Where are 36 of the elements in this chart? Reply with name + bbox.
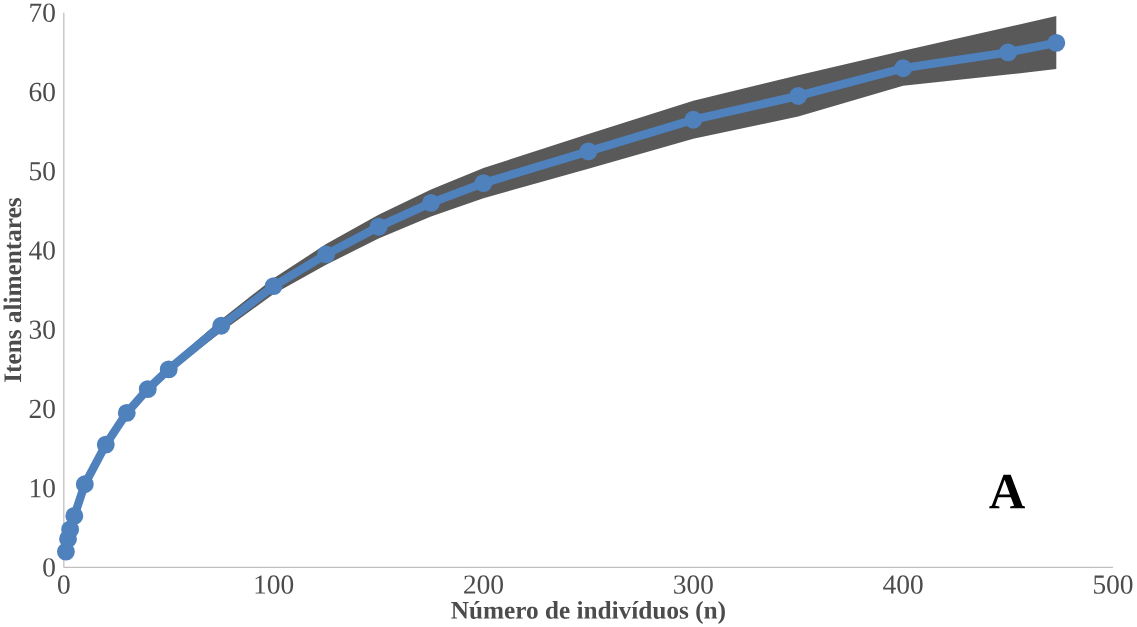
point (75, 475, 94, 493)
point (369, 217, 388, 236)
x-tick-label: 300 (674, 575, 713, 594)
y-tick-label: 30 (29, 320, 55, 339)
point (789, 86, 808, 105)
point (422, 193, 440, 212)
x-tick-label: 400 (883, 575, 923, 594)
y-tick-label: 0 (43, 557, 55, 577)
x-tick-label: 0 (58, 575, 70, 594)
point (212, 316, 231, 335)
point (117, 403, 136, 422)
point (264, 276, 283, 295)
y-tick-label: 10 (30, 478, 55, 498)
point (684, 110, 703, 129)
y-tick-label: 50 (30, 161, 55, 181)
point (999, 43, 1017, 62)
point (138, 379, 157, 398)
point (579, 142, 598, 161)
point (1047, 33, 1066, 52)
point (894, 59, 913, 77)
point (159, 360, 178, 379)
x-tick-label: 200 (464, 575, 503, 594)
x-tick-label: 100 (255, 575, 294, 594)
x-axis-title: Número de indivíduos (n) (451, 600, 725, 624)
y-tick-label: 70 (30, 3, 55, 22)
point (96, 435, 115, 454)
point (65, 506, 84, 525)
y-axis-title: Itens alimentares (3, 197, 22, 382)
point (317, 245, 336, 264)
x-tick-label: 500 (1094, 575, 1133, 594)
y-tick-label: 20 (29, 399, 55, 418)
annotation: A (989, 474, 1025, 508)
y-tick-label: 60 (29, 82, 55, 101)
point (474, 173, 493, 192)
y-tick-label: 40 (29, 240, 55, 260)
point (56, 542, 75, 561)
